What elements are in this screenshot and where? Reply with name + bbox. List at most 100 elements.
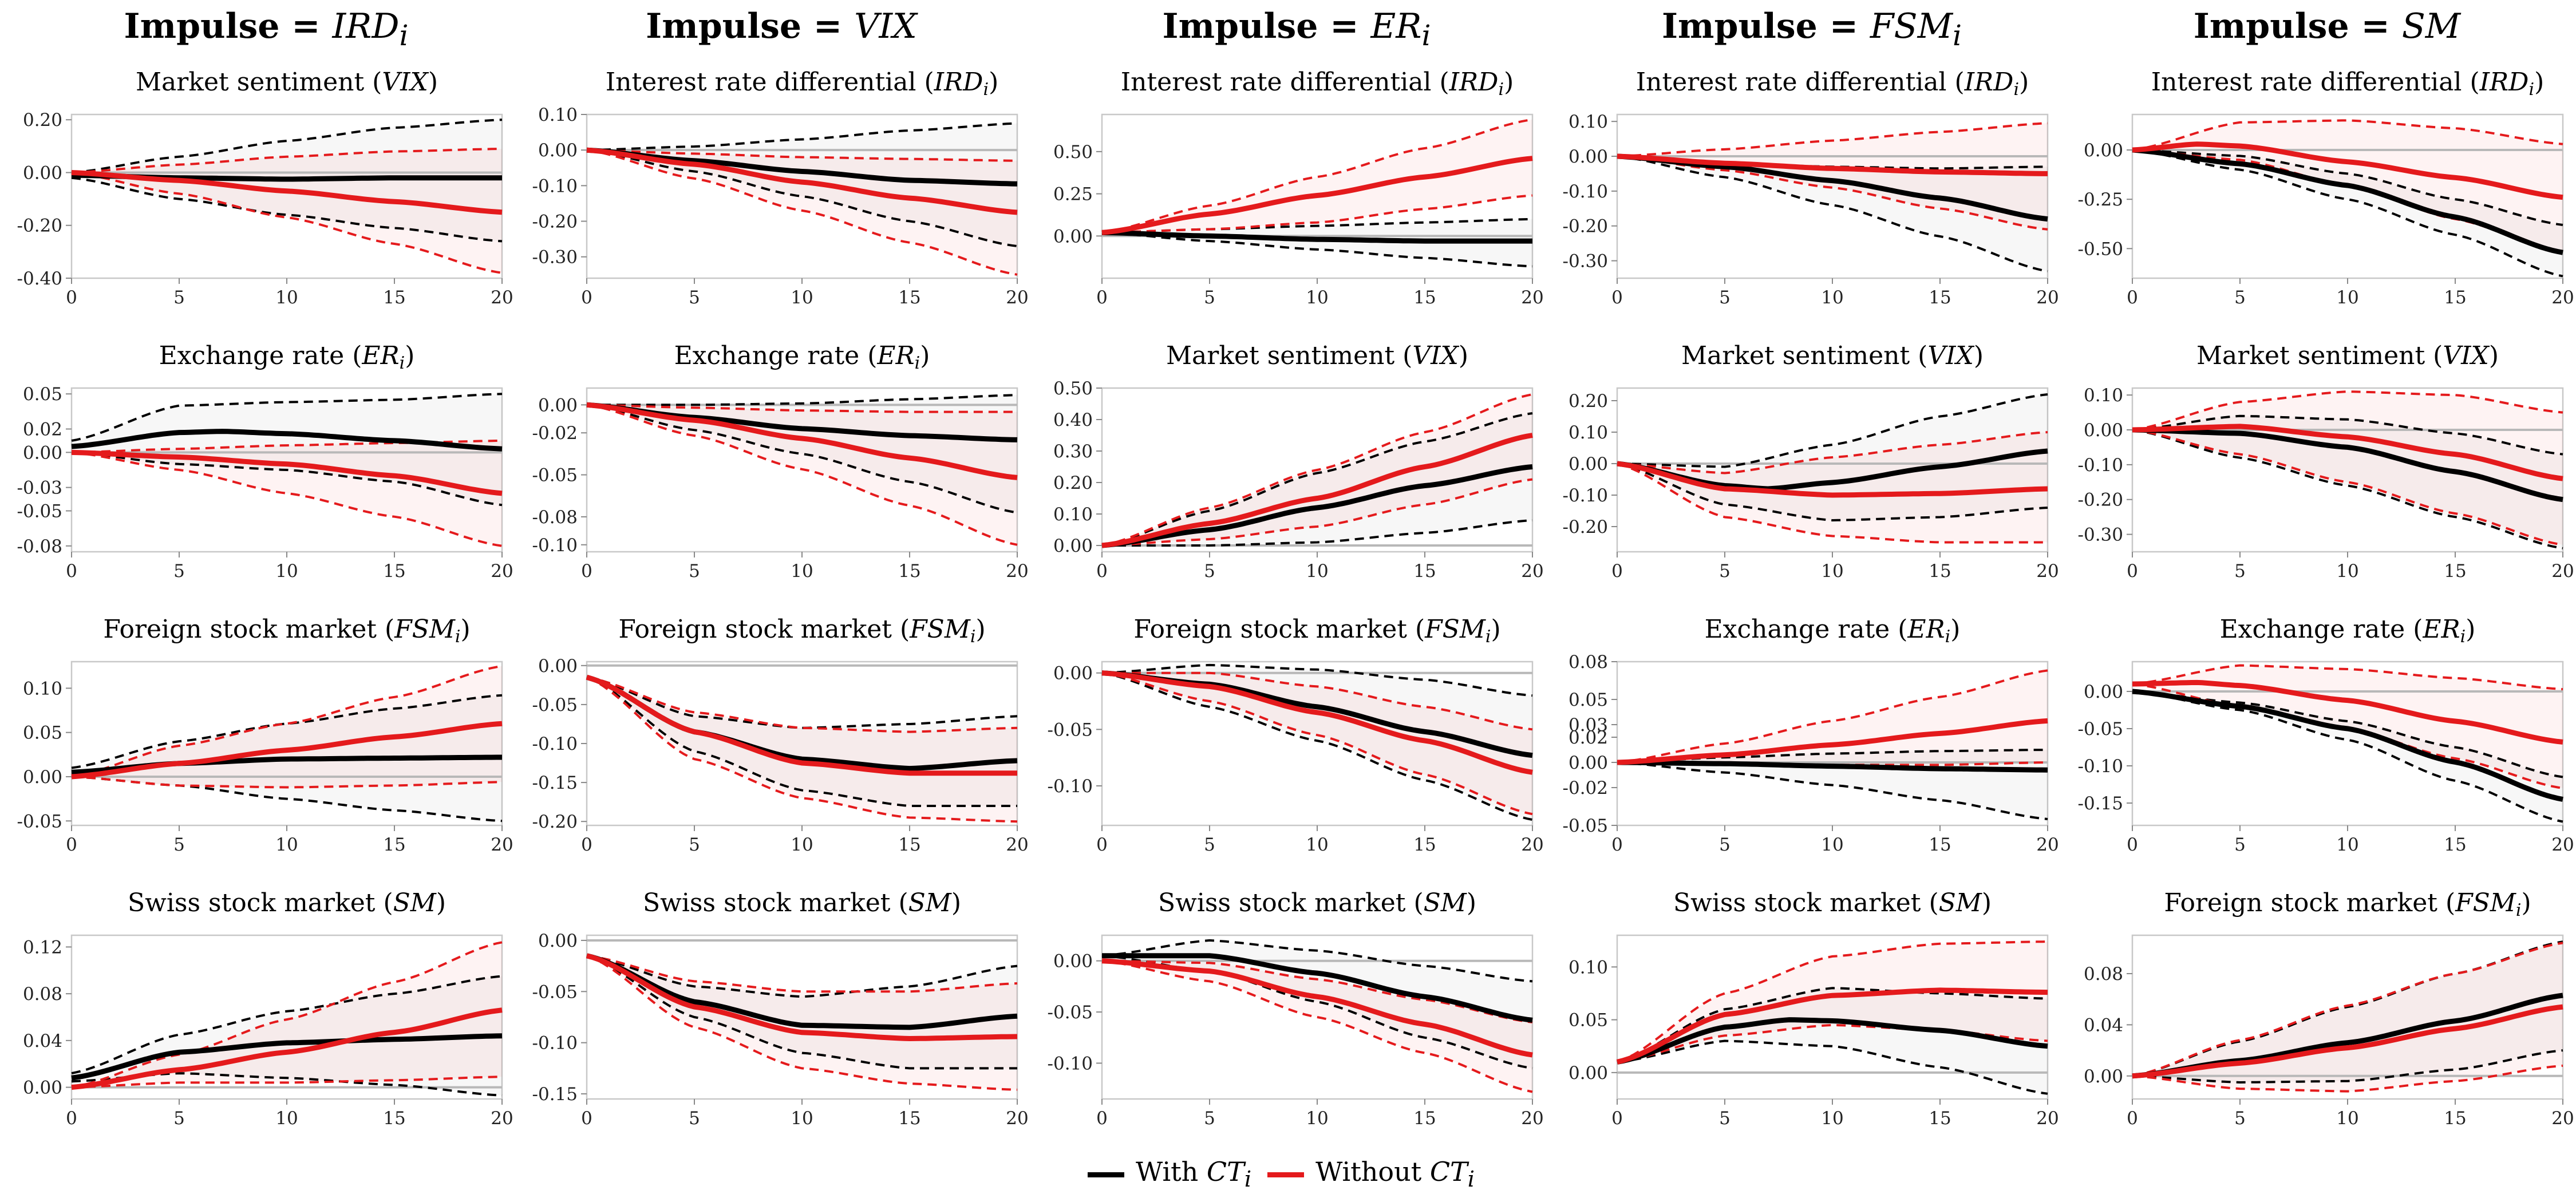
upper-band-without-ct	[1101, 959, 1533, 1023]
line-without-ct	[1617, 718, 2048, 765]
lower-band-without-ct	[586, 676, 1018, 823]
line-without-ct	[2132, 1004, 2563, 1079]
x-tick-label: 5	[1719, 835, 1730, 855]
lower-band-with-ct	[586, 676, 1017, 807]
lower-band-with-ct	[2132, 429, 2563, 549]
line-without-ct	[1101, 156, 1533, 235]
y-tick-label: -0.05	[17, 811, 63, 832]
y-tick-label: 0.10	[1568, 112, 1608, 132]
y-tick-label: 0.00	[23, 163, 62, 183]
x-tick-label: 10	[2336, 561, 2358, 582]
x-tick-label: 15	[898, 561, 920, 582]
x-tick-label: 15	[383, 1108, 405, 1129]
panel-title: Foreign stock market (FSMi)	[618, 615, 985, 647]
y-tick-label: -0.40	[17, 268, 63, 289]
column-title-4: Impulse = FSMi	[1661, 6, 1962, 52]
x-tick-label: 5	[1204, 561, 1215, 582]
x-tick-label: 20	[2036, 287, 2059, 308]
panel-title: Market sentiment (VIX)	[2196, 341, 2499, 370]
upper-band-with-ct	[71, 393, 503, 442]
x-tick-label: 10	[2336, 287, 2358, 308]
plot-area	[70, 934, 503, 1100]
line-with-ct	[71, 1033, 503, 1081]
x-tick-label: 0	[1611, 1108, 1623, 1129]
x-tick-label: 0	[66, 1108, 77, 1129]
y-tick-label: 0.00	[1568, 454, 1608, 475]
x-tick-label: 0	[1096, 835, 1108, 855]
y-tick-label: 0.05	[1568, 1010, 1608, 1031]
upper-band-without-ct	[2132, 119, 2563, 151]
line-without-ct	[2132, 679, 2563, 745]
x-tick-label: 5	[689, 1108, 700, 1129]
y-tick-label: -0.20	[532, 812, 578, 832]
y-tick-label: -0.20	[1563, 216, 1609, 237]
upper-band-without-ct	[71, 941, 503, 1089]
y-tick-label: -0.30	[532, 247, 578, 268]
panel-title: Swiss stock market (SM)	[643, 888, 961, 918]
x-tick-label: 0	[2127, 1108, 2138, 1129]
y-tick-label: -0.20	[1563, 517, 1609, 537]
y-tick-label: -0.10	[532, 734, 578, 754]
line-with-ct	[1617, 1017, 2048, 1065]
x-tick-label: 10	[1821, 561, 1843, 582]
lower-band-without-ct	[586, 954, 1018, 1091]
line-with-ct	[2132, 427, 2563, 503]
y-tick-label: 0.02	[1568, 727, 1608, 748]
upper-band-without-ct	[71, 665, 503, 778]
line-without-ct	[1101, 958, 1533, 1058]
upper-band-with-ct	[1101, 218, 1533, 234]
band-without-ct	[2132, 120, 2563, 253]
x-tick-label: 5	[1719, 287, 1730, 308]
y-tick-label: -0.20	[17, 216, 63, 236]
y-tick-label: -0.10	[1563, 485, 1609, 506]
panel-title: Market sentiment (VIX)	[1166, 341, 1468, 370]
y-tick-label: -0.10	[2078, 455, 2124, 476]
x-tick-label: 5	[1719, 1108, 1730, 1129]
upper-band-with-ct	[2132, 690, 2563, 778]
panel-title: Interest rate differential (IRDi)	[2151, 68, 2544, 100]
y-tick-label: 0.00	[1053, 951, 1093, 972]
x-tick-label: 20	[491, 1108, 513, 1129]
x-tick-label: 10	[791, 287, 813, 308]
chart-panel-20: Foreign stock market (FSMi) 0 5 10 15 20 0.00 0…	[2084, 888, 2574, 1129]
x-tick-label: 20	[2551, 835, 2574, 855]
x-tick-label: 20	[2036, 561, 2059, 582]
x-tick-label: 20	[2036, 835, 2059, 855]
y-tick-label: 0.10	[2084, 385, 2123, 406]
x-tick-label: 5	[1204, 287, 1215, 308]
x-tick-label: 5	[2234, 561, 2246, 582]
band-without-ct	[1617, 432, 2048, 543]
y-tick-label: -0.05	[17, 501, 63, 522]
lower-band-without-ct	[1101, 194, 1533, 234]
y-tick-label: 0.00	[538, 931, 578, 951]
chart-panel-19: Swiss stock market (SM) 0 5 10 15 20 0.00 0.05 0…	[1568, 888, 2059, 1129]
x-tick-label: 0	[1611, 835, 1623, 855]
plot-area	[1616, 113, 2049, 279]
y-tick-label: -0.05	[2078, 719, 2124, 740]
lower-band-with-ct	[2132, 1049, 2563, 1084]
x-tick-label: 10	[275, 835, 298, 855]
x-tick-label: 10	[2336, 1108, 2358, 1129]
y-tick-label: -0.05	[532, 465, 578, 486]
x-tick-label: 15	[898, 287, 920, 308]
lower-band-with-ct	[71, 451, 503, 507]
plot-area	[2131, 387, 2564, 553]
panel-title: Market sentiment (VIX)	[136, 68, 438, 97]
y-tick-label: -0.05	[1048, 1002, 1093, 1023]
chart-panel-16: Swiss stock market (SM) 0 5 10 15 20 0.00 0.04 0…	[23, 888, 513, 1129]
x-tick-label: 20	[1006, 835, 1028, 855]
x-tick-label: 15	[2444, 287, 2466, 308]
upper-band-without-ct	[71, 148, 503, 174]
lower-band-with-ct	[1102, 519, 1533, 547]
x-tick-label: 15	[1929, 835, 1951, 855]
line-with-ct	[1101, 464, 1533, 548]
y-tick-label: -0.05	[532, 695, 578, 715]
upper-band-with-ct	[1617, 749, 2048, 764]
legend-item-with: With CTi	[1088, 1156, 1252, 1193]
lower-band-without-ct	[1101, 671, 1533, 816]
x-tick-label: 0	[66, 287, 77, 308]
legend-label-with: With CTi	[1136, 1156, 1252, 1193]
y-tick-label: 0.05	[23, 384, 62, 405]
legend-swatch-without	[1267, 1172, 1305, 1177]
upper-band-without-ct	[586, 676, 1018, 733]
